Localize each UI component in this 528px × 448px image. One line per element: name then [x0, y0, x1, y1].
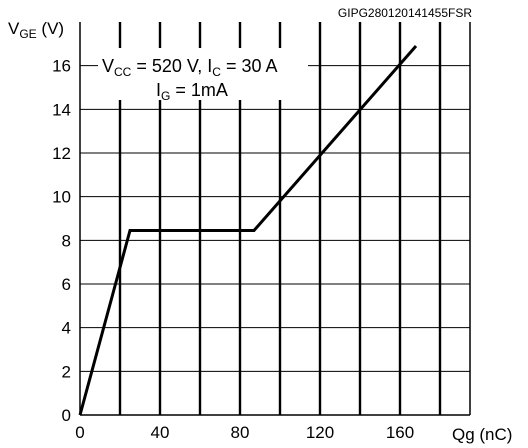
x-tick-label: 0 — [75, 423, 84, 442]
y-axis-title: VGE (V) — [8, 19, 64, 41]
y-tick-label: 4 — [62, 319, 71, 338]
test-conditions-line-1: VCC = 520 V, IC = 30 A — [102, 56, 278, 79]
x-tick-label: 120 — [306, 423, 334, 442]
figure-code-label: GIPG280120141455FSR — [338, 6, 472, 20]
y-tick-label: 10 — [52, 188, 71, 207]
y-tick-label: 12 — [52, 144, 71, 163]
y-tick-label: 2 — [62, 362, 71, 381]
series-line — [78, 45, 418, 416]
x-tick-label: 160 — [386, 423, 414, 442]
test-conditions-line-2: IG = 1mA — [156, 80, 228, 103]
y-tick-label: 8 — [62, 231, 71, 250]
y-tick-label: 14 — [52, 100, 71, 119]
x-tick-label: 80 — [231, 423, 250, 442]
x-axis-title: Qg (nC) — [452, 425, 512, 444]
y-tick-label: 6 — [62, 275, 71, 294]
axes — [79, 22, 471, 416]
x-tick-label: 40 — [151, 423, 170, 442]
annotation-background — [98, 48, 308, 100]
y-tick-label: 0 — [62, 406, 71, 425]
series — [78, 45, 418, 416]
y-tick-label: 16 — [52, 57, 71, 76]
